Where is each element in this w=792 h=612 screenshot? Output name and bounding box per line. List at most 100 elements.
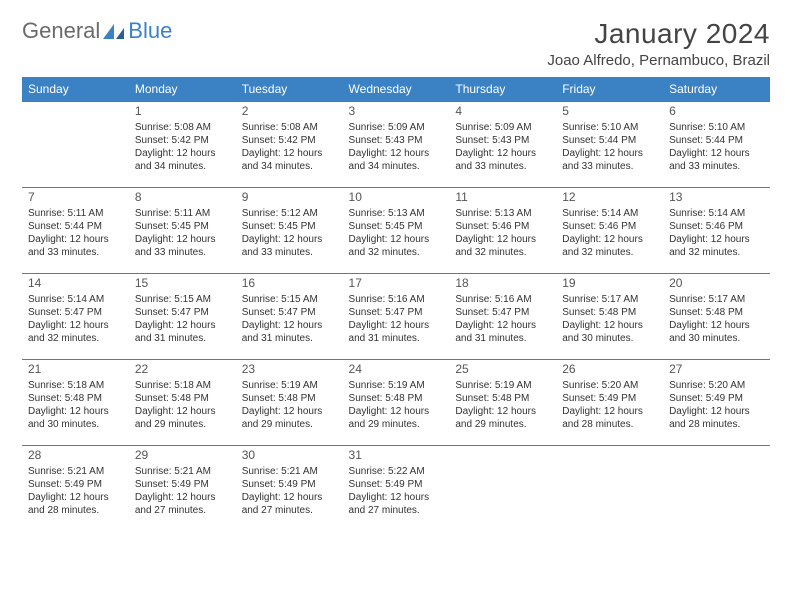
calendar-day-cell: 22Sunrise: 5:18 AMSunset: 5:48 PMDayligh… [129, 360, 236, 446]
day-dl2: and 27 minutes. [242, 504, 337, 517]
calendar-day-cell: 26Sunrise: 5:20 AMSunset: 5:49 PMDayligh… [556, 360, 663, 446]
day-sr: Sunrise: 5:10 AM [669, 121, 764, 134]
calendar-week-row: 21Sunrise: 5:18 AMSunset: 5:48 PMDayligh… [22, 360, 770, 446]
day-ss: Sunset: 5:49 PM [349, 478, 444, 491]
day-sr: Sunrise: 5:21 AM [242, 465, 337, 478]
calendar-day-cell: 27Sunrise: 5:20 AMSunset: 5:49 PMDayligh… [663, 360, 770, 446]
calendar-day-cell: 16Sunrise: 5:15 AMSunset: 5:47 PMDayligh… [236, 274, 343, 360]
day-dl1: Daylight: 12 hours [349, 233, 444, 246]
calendar-day-cell: 23Sunrise: 5:19 AMSunset: 5:48 PMDayligh… [236, 360, 343, 446]
day-dl1: Daylight: 12 hours [135, 405, 230, 418]
day-sr: Sunrise: 5:19 AM [242, 379, 337, 392]
day-ss: Sunset: 5:47 PM [455, 306, 550, 319]
day-ss: Sunset: 5:48 PM [135, 392, 230, 405]
day-number: 1 [135, 104, 230, 120]
calendar-day-cell [556, 446, 663, 532]
day-sr: Sunrise: 5:11 AM [28, 207, 123, 220]
calendar-day-cell: 13Sunrise: 5:14 AMSunset: 5:46 PMDayligh… [663, 188, 770, 274]
day-number: 3 [349, 104, 444, 120]
day-ss: Sunset: 5:44 PM [562, 134, 657, 147]
day-dl1: Daylight: 12 hours [349, 319, 444, 332]
calendar-day-cell: 10Sunrise: 5:13 AMSunset: 5:45 PMDayligh… [343, 188, 450, 274]
day-sr: Sunrise: 5:14 AM [669, 207, 764, 220]
day-dl1: Daylight: 12 hours [562, 319, 657, 332]
day-sr: Sunrise: 5:19 AM [349, 379, 444, 392]
day-dl2: and 32 minutes. [669, 246, 764, 259]
day-dl1: Daylight: 12 hours [242, 233, 337, 246]
day-number: 4 [455, 104, 550, 120]
day-sr: Sunrise: 5:08 AM [242, 121, 337, 134]
weekday-monday: Monday [129, 77, 236, 102]
calendar-week-row: 14Sunrise: 5:14 AMSunset: 5:47 PMDayligh… [22, 274, 770, 360]
day-number: 25 [455, 362, 550, 378]
day-dl1: Daylight: 12 hours [135, 491, 230, 504]
calendar-day-cell: 11Sunrise: 5:13 AMSunset: 5:46 PMDayligh… [449, 188, 556, 274]
day-dl2: and 31 minutes. [455, 332, 550, 345]
day-number: 13 [669, 190, 764, 206]
page-header: General Blue January 2024 Joao Alfredo, … [22, 18, 770, 69]
calendar-day-cell: 8Sunrise: 5:11 AMSunset: 5:45 PMDaylight… [129, 188, 236, 274]
day-dl1: Daylight: 12 hours [562, 405, 657, 418]
logo-text-1: General [22, 18, 100, 44]
day-dl2: and 33 minutes. [242, 246, 337, 259]
day-dl2: and 32 minutes. [28, 332, 123, 345]
title-block: January 2024 Joao Alfredo, Pernambuco, B… [547, 18, 770, 69]
day-dl2: and 28 minutes. [669, 418, 764, 431]
day-dl1: Daylight: 12 hours [562, 147, 657, 160]
calendar-day-cell: 24Sunrise: 5:19 AMSunset: 5:48 PMDayligh… [343, 360, 450, 446]
day-sr: Sunrise: 5:17 AM [669, 293, 764, 306]
day-number: 31 [349, 448, 444, 464]
day-dl2: and 30 minutes. [28, 418, 123, 431]
day-sr: Sunrise: 5:12 AM [242, 207, 337, 220]
logo-text-2: Blue [128, 18, 172, 44]
day-ss: Sunset: 5:49 PM [28, 478, 123, 491]
day-dl2: and 31 minutes. [135, 332, 230, 345]
calendar-day-cell: 4Sunrise: 5:09 AMSunset: 5:43 PMDaylight… [449, 102, 556, 188]
day-sr: Sunrise: 5:18 AM [135, 379, 230, 392]
calendar-week-row: 7Sunrise: 5:11 AMSunset: 5:44 PMDaylight… [22, 188, 770, 274]
calendar-day-cell: 18Sunrise: 5:16 AMSunset: 5:47 PMDayligh… [449, 274, 556, 360]
day-sr: Sunrise: 5:10 AM [562, 121, 657, 134]
day-dl2: and 32 minutes. [349, 246, 444, 259]
day-ss: Sunset: 5:48 PM [669, 306, 764, 319]
day-number: 16 [242, 276, 337, 292]
day-sr: Sunrise: 5:17 AM [562, 293, 657, 306]
day-number: 15 [135, 276, 230, 292]
day-sr: Sunrise: 5:08 AM [135, 121, 230, 134]
day-number: 17 [349, 276, 444, 292]
day-ss: Sunset: 5:49 PM [562, 392, 657, 405]
calendar-day-cell [449, 446, 556, 532]
calendar-day-cell: 21Sunrise: 5:18 AMSunset: 5:48 PMDayligh… [22, 360, 129, 446]
day-ss: Sunset: 5:49 PM [242, 478, 337, 491]
day-ss: Sunset: 5:48 PM [455, 392, 550, 405]
day-dl1: Daylight: 12 hours [135, 233, 230, 246]
calendar-day-cell: 29Sunrise: 5:21 AMSunset: 5:49 PMDayligh… [129, 446, 236, 532]
day-dl1: Daylight: 12 hours [455, 233, 550, 246]
day-ss: Sunset: 5:43 PM [455, 134, 550, 147]
calendar-day-cell: 15Sunrise: 5:15 AMSunset: 5:47 PMDayligh… [129, 274, 236, 360]
day-dl1: Daylight: 12 hours [669, 147, 764, 160]
day-sr: Sunrise: 5:15 AM [242, 293, 337, 306]
day-ss: Sunset: 5:44 PM [28, 220, 123, 233]
day-number: 9 [242, 190, 337, 206]
day-ss: Sunset: 5:49 PM [669, 392, 764, 405]
day-number: 23 [242, 362, 337, 378]
day-ss: Sunset: 5:42 PM [242, 134, 337, 147]
day-ss: Sunset: 5:42 PM [135, 134, 230, 147]
day-sr: Sunrise: 5:20 AM [669, 379, 764, 392]
day-sr: Sunrise: 5:21 AM [28, 465, 123, 478]
day-dl2: and 29 minutes. [455, 418, 550, 431]
day-number: 19 [562, 276, 657, 292]
day-dl1: Daylight: 12 hours [349, 147, 444, 160]
day-dl1: Daylight: 12 hours [242, 147, 337, 160]
day-dl2: and 34 minutes. [349, 160, 444, 173]
day-sr: Sunrise: 5:15 AM [135, 293, 230, 306]
calendar-table: Sunday Monday Tuesday Wednesday Thursday… [22, 77, 770, 532]
day-sr: Sunrise: 5:16 AM [349, 293, 444, 306]
day-dl1: Daylight: 12 hours [669, 233, 764, 246]
day-number: 30 [242, 448, 337, 464]
day-number: 2 [242, 104, 337, 120]
day-dl2: and 29 minutes. [135, 418, 230, 431]
day-ss: Sunset: 5:47 PM [242, 306, 337, 319]
calendar-day-cell: 25Sunrise: 5:19 AMSunset: 5:48 PMDayligh… [449, 360, 556, 446]
